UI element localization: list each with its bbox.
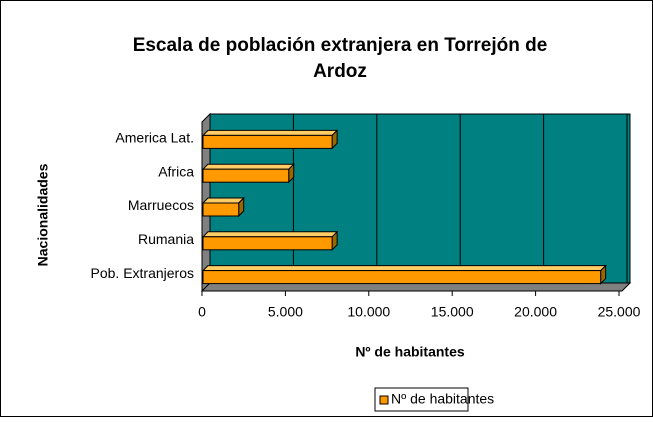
bar-top xyxy=(201,265,607,272)
y-tick-label: Rumania xyxy=(138,231,194,247)
legend-swatch xyxy=(379,395,389,405)
y-tick-label: Pob. Extranjeros xyxy=(91,265,195,281)
bar xyxy=(202,168,290,183)
y-tick-label: Africa xyxy=(158,163,194,179)
x-tick-label: 5.000 xyxy=(268,304,303,320)
legend-box xyxy=(374,387,469,412)
y-axis-title: Nacionalidades xyxy=(35,163,51,266)
bar xyxy=(202,134,333,149)
legend-label: Nº de habitantes xyxy=(391,391,494,407)
y-tick-label: America Lat. xyxy=(115,130,194,146)
x-tick-label: 0 xyxy=(198,304,206,320)
chart-title-line2: Ardoz xyxy=(313,61,367,82)
bar xyxy=(202,270,602,285)
x-tick-label: 25.000 xyxy=(598,304,641,320)
bar-top xyxy=(201,129,339,136)
bar xyxy=(202,202,240,217)
y-tick-label: Marruecos xyxy=(128,197,194,213)
chart-title: Escala de población extranjera en Torrej… xyxy=(133,35,548,56)
x-axis-title: Nº de habitantes xyxy=(355,344,465,360)
x-tick-label: 15.000 xyxy=(431,304,474,320)
bar xyxy=(202,236,333,251)
bar-top xyxy=(201,197,245,204)
x-tick-label: 10.000 xyxy=(347,304,390,320)
x-tick-label: 20.000 xyxy=(514,304,557,320)
floor xyxy=(200,282,632,292)
bar-top xyxy=(201,231,339,238)
bar-top xyxy=(201,163,295,170)
